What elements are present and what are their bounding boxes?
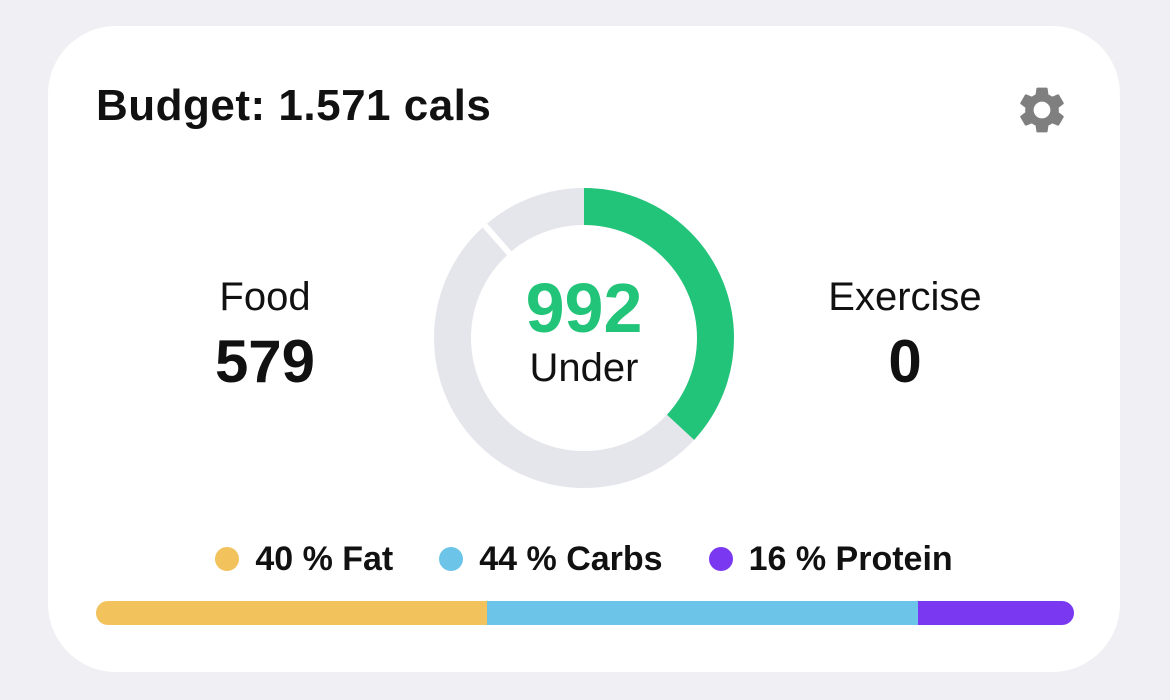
exercise-label: Exercise xyxy=(828,275,982,319)
legend-item-fat: 40 % Fat xyxy=(215,536,393,582)
legend-item-carbs: 44 % Carbs xyxy=(439,536,663,582)
ring-start-marker xyxy=(481,222,513,257)
protein-dot-icon xyxy=(708,547,733,571)
ring-progress xyxy=(434,188,734,488)
settings-button[interactable] xyxy=(1014,82,1070,138)
remaining-status: Under xyxy=(529,346,639,390)
budget-title: Budget: 1.571 cals xyxy=(96,81,492,130)
calorie-ring-chart xyxy=(434,188,734,488)
ring-center: 992 Under xyxy=(434,268,734,392)
exercise-stat: Exercise 0 xyxy=(775,272,1035,398)
fat-dot-icon xyxy=(215,547,240,571)
remaining-calories: 992 xyxy=(525,269,643,347)
legend-label-fat: 40 % Fat xyxy=(255,540,394,578)
macro-distribution-bar xyxy=(96,601,1074,625)
macro-legend: 40 % Fat 44 % Carbs 16 % Protein xyxy=(48,536,1120,582)
gear-icon xyxy=(1020,87,1064,133)
legend-label-protein: 16 % Protein xyxy=(748,540,953,578)
food-stat: Food 579 xyxy=(135,272,395,398)
legend-item-protein: 16 % Protein xyxy=(708,536,953,582)
calorie-ring xyxy=(434,188,734,488)
food-label: Food xyxy=(219,275,311,319)
food-value: 579 xyxy=(214,328,316,395)
legend-label-carbs: 44 % Carbs xyxy=(479,540,663,578)
macro-bar-protein xyxy=(917,601,1074,625)
macro-bar-fat xyxy=(96,601,488,625)
exercise-value: 0 xyxy=(888,328,922,395)
calorie-budget-card: Budget: 1.571 cals Food 579 992 Under Ex… xyxy=(48,26,1120,672)
carbs-dot-icon xyxy=(439,547,464,571)
macro-bar-carbs xyxy=(487,601,918,625)
